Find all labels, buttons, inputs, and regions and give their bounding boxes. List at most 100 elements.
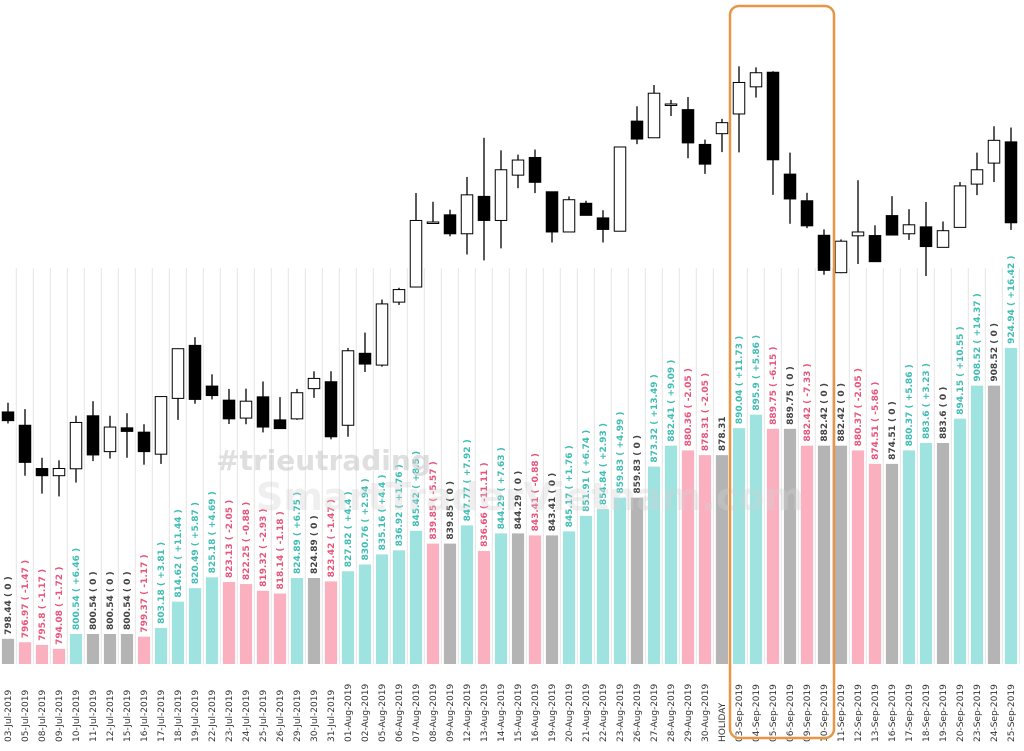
bar-value-label: 844.29 ( 0 ) [514, 471, 524, 530]
date-tick-label: 12-Aug-2019 [463, 683, 473, 742]
candle-body [698, 143, 712, 165]
candle-body [273, 419, 287, 430]
close-bar [171, 601, 185, 664]
bar-value-label: 824.89 ( 0 ) [310, 515, 320, 574]
close-bar [545, 535, 559, 664]
date-tick-label: 16-Sep-2019 [888, 684, 898, 742]
date-tick-label: 20-Sep-2019 [956, 684, 966, 742]
candle-body [953, 185, 967, 228]
date-tick-label: 16-Jul-2019 [140, 690, 150, 742]
close-bar [443, 543, 457, 664]
date-tick-label: 22-Jul-2019 [208, 690, 218, 742]
close-bar [851, 450, 865, 664]
bar-value-label: 836.92 ( +1.76 ) [395, 464, 405, 546]
close-bar [86, 634, 100, 664]
candle-body [154, 396, 168, 455]
close-bar [52, 648, 66, 664]
bar-value-label: 794.08 ( -1.72 ) [55, 567, 65, 645]
close-bar [103, 634, 117, 664]
close-bar [630, 497, 644, 664]
close-bars [1, 347, 1018, 664]
candle-body [120, 427, 134, 432]
candle-body [579, 202, 593, 216]
close-bar [409, 530, 423, 664]
close-bar [358, 564, 372, 664]
candle-body [35, 468, 49, 477]
date-tick-label: 21-Aug-2019 [582, 683, 592, 742]
bar-value-label: 847.77 ( +7.92 ) [463, 439, 473, 521]
close-bar [1, 638, 15, 664]
candle-body [766, 71, 780, 161]
date-tick-label: HOLIDAY [718, 702, 728, 742]
bar-value-label: 851.91 ( +6.74 ) [582, 430, 592, 512]
date-tick-label: 25-Sep-2019 [1007, 684, 1017, 742]
date-tick-label: 13-Aug-2019 [480, 683, 490, 742]
bar-value-label: 889.75 ( 0 ) [786, 366, 796, 425]
bar-value-label: 845.42 ( +8.5 ) [412, 451, 422, 527]
candle-body [137, 431, 151, 453]
date-tick-label: 25-Jul-2019 [259, 690, 269, 742]
date-tick-label: 31-Jul-2019 [327, 690, 337, 742]
date-tick-label: 09-Jul-2019 [55, 690, 65, 742]
bar-value-label: 824.89 ( +6.75 ) [293, 492, 303, 574]
bar-value-label: 883.6 ( +3.23 ) [922, 363, 932, 439]
bar-value-label: 800.54 ( +6.46 ) [72, 548, 82, 630]
date-tick-label: 12-Sep-2019 [854, 684, 864, 742]
candlesticks [1, 66, 1018, 497]
candle-body [987, 139, 1001, 164]
bar-value-label: 830.76 ( +2.94 ) [361, 478, 371, 560]
close-bar [341, 571, 355, 664]
close-bar [987, 385, 1001, 664]
bar-value-label: 814.62 ( +11.44 ) [174, 509, 184, 597]
candle-body [732, 81, 746, 115]
bar-value-label: 827.82 ( +4.4 ) [344, 491, 354, 567]
candle-body [681, 109, 695, 144]
candle-body [443, 214, 457, 235]
candle-body [970, 169, 984, 185]
candle-body [596, 217, 610, 230]
candle-body [528, 156, 542, 183]
date-tick-label: 26-Jul-2019 [276, 690, 286, 742]
candle-body [715, 122, 729, 135]
candle-body [375, 303, 389, 366]
bar-value-label: 883.6 ( 0 ) [939, 387, 949, 439]
candle-body [936, 230, 950, 248]
candle-body [851, 231, 865, 237]
date-tick-label: 28-Aug-2019 [667, 683, 677, 742]
bar-value-label: 839.85 ( -5.57 ) [429, 461, 439, 539]
bar-value-label: 836.66 ( -11.11 ) [480, 462, 490, 547]
bar-value-label: 818.14 ( -1.18 ) [276, 511, 286, 589]
date-tick-label: 05-Aug-2019 [378, 683, 388, 742]
close-bar [664, 445, 678, 664]
date-tick-label: 24-Sep-2019 [990, 684, 1000, 742]
close-bar [868, 463, 882, 664]
close-bar [511, 533, 525, 664]
date-tick-label: 06-Aug-2019 [395, 683, 405, 742]
close-bar [120, 634, 134, 664]
close-bar [783, 428, 797, 664]
bar-value-label: 843.41 ( 0 ) [548, 473, 558, 532]
bar-value-label: 880.37 ( -2.05 ) [854, 368, 864, 446]
candle-body [86, 415, 100, 456]
bar-value-label: 800.54 ( 0 ) [123, 571, 133, 630]
date-tick-label: 18-Jul-2019 [174, 690, 184, 742]
close-bar [137, 636, 151, 664]
bar-value-label: 798.44 ( 0 ) [4, 576, 14, 635]
date-tick-label: 23-Aug-2019 [616, 683, 626, 742]
close-bar [35, 644, 49, 664]
bar-value-label: 874.51 ( -5.86 ) [871, 382, 881, 460]
bar-value-label: 882.41 ( +9.09 ) [667, 360, 677, 442]
candle-body [1004, 141, 1018, 224]
bar-value-label: 796.97 ( -1.47 ) [21, 560, 31, 638]
close-bar [324, 581, 338, 664]
close-bar [375, 554, 389, 664]
close-bar [392, 550, 406, 664]
bar-value-label: 859.83 ( 0 ) [633, 435, 643, 494]
date-tick-label: 20-Aug-2019 [565, 683, 575, 742]
close-bar [613, 497, 627, 664]
candle-body [392, 289, 406, 303]
close-bar [834, 445, 848, 664]
candle-body [324, 381, 338, 438]
date-tick-label: 10-Jul-2019 [72, 690, 82, 742]
